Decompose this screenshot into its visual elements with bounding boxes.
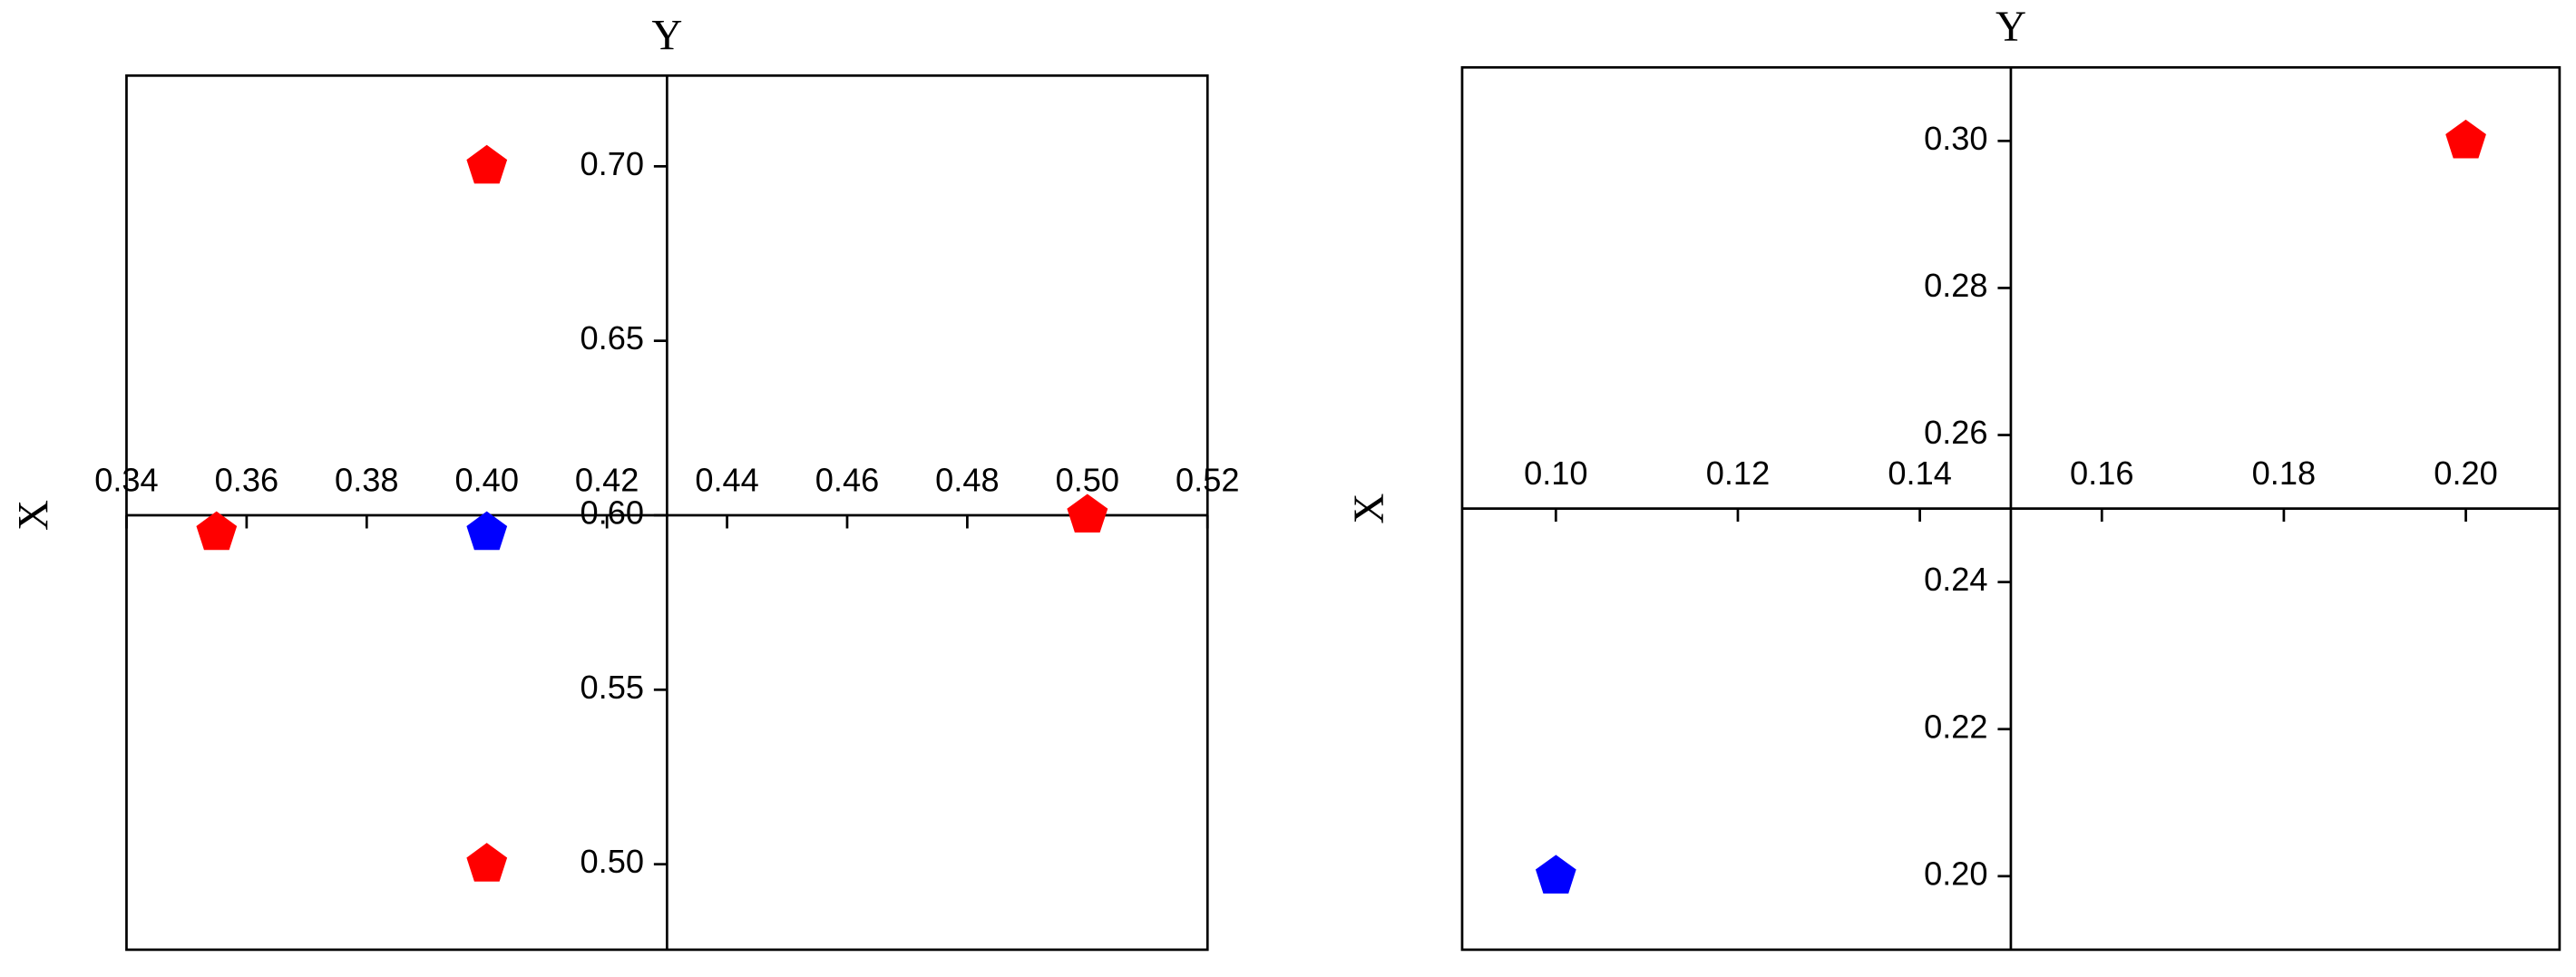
x-tick-label: 0.42 bbox=[575, 461, 639, 498]
y-tick-label: 0.20 bbox=[1924, 855, 1988, 892]
x-tick-label: 0.38 bbox=[335, 461, 399, 498]
x-tick-label: 0.18 bbox=[2252, 454, 2317, 492]
y-tick-label: 0.65 bbox=[581, 319, 645, 357]
data-point bbox=[466, 511, 508, 551]
data-point bbox=[1067, 493, 1108, 533]
x-tick-label: 0.34 bbox=[94, 461, 159, 498]
y-tick-label: 0.60 bbox=[581, 494, 645, 532]
y-tick-label: 0.28 bbox=[1924, 267, 1988, 304]
x-tick-label: 0.40 bbox=[454, 461, 519, 498]
y-tick-label: 0.24 bbox=[1924, 561, 1988, 598]
x-tick-label: 0.52 bbox=[1176, 461, 1240, 498]
y-tick-label: 0.55 bbox=[581, 669, 645, 706]
y-tick-label: 0.50 bbox=[581, 843, 645, 880]
x-tick-label: 0.36 bbox=[215, 461, 279, 498]
data-point bbox=[196, 511, 238, 551]
x-axis-title: X bbox=[1346, 493, 1393, 524]
x-tick-label: 0.12 bbox=[1706, 454, 1771, 492]
y-tick-label: 0.30 bbox=[1924, 120, 1988, 157]
x-tick-label: 0.14 bbox=[1888, 454, 1952, 492]
x-tick-label: 0.20 bbox=[2434, 454, 2498, 492]
y-tick-label: 0.26 bbox=[1924, 414, 1988, 451]
x-tick-label: 0.48 bbox=[935, 461, 1000, 498]
data-point bbox=[466, 144, 508, 184]
data-point bbox=[1535, 855, 1576, 894]
y-tick-label: 0.22 bbox=[1924, 708, 1988, 745]
y-tick-label: 0.70 bbox=[581, 145, 645, 182]
x-tick-label: 0.16 bbox=[2070, 454, 2134, 492]
x-tick-label: 0.44 bbox=[695, 461, 759, 498]
y-axis-title: Y bbox=[651, 12, 682, 59]
x-tick-label: 0.46 bbox=[815, 461, 880, 498]
data-point bbox=[466, 843, 508, 882]
y-axis-title: Y bbox=[1995, 4, 2026, 51]
x-tick-label: 0.10 bbox=[1524, 454, 1588, 492]
x-tick-label: 0.50 bbox=[1056, 461, 1120, 498]
x-axis-title: X bbox=[10, 500, 57, 531]
data-point bbox=[2445, 119, 2486, 159]
